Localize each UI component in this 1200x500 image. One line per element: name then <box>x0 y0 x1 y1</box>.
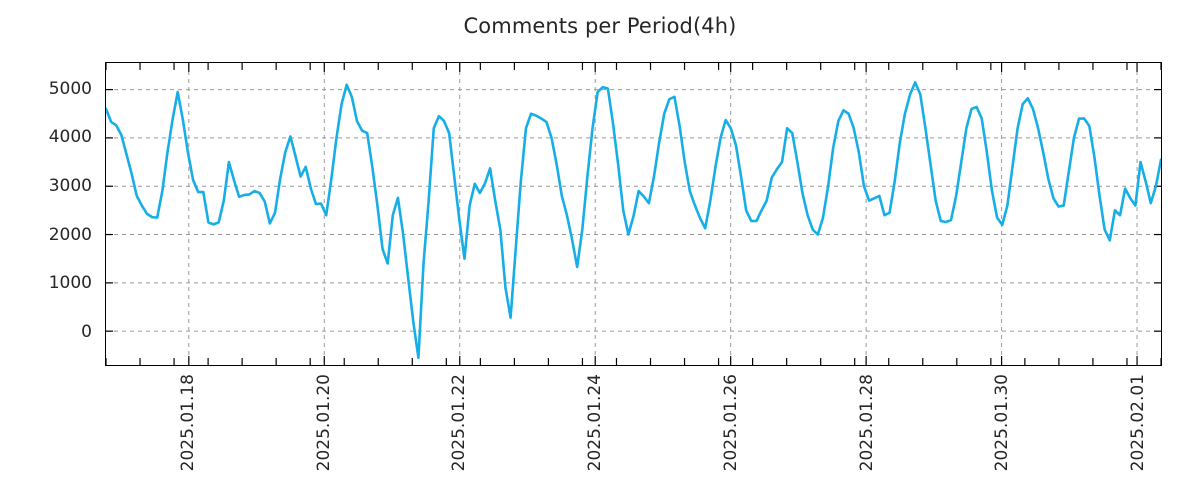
x-tick-label: 2025.01.18 <box>177 374 198 472</box>
y-tick-label: 5000 <box>48 78 92 99</box>
line-chart-svg <box>106 63 1161 365</box>
x-tick-label: 2025.01.26 <box>720 374 741 472</box>
x-tick-label: 2025.02.01 <box>1128 374 1148 472</box>
y-tick-label: 4000 <box>48 127 92 148</box>
x-axis-tick-labels: 2025.01.18 2025.01.20 2025.01.22 2025.01.24… <box>105 370 1162 498</box>
data-series-line <box>106 82 1161 357</box>
y-tick-label: 3000 <box>48 176 92 197</box>
x-tick-label: 2025.01.20 <box>313 374 334 472</box>
x-tick-label: 2025.01.28 <box>856 374 877 472</box>
axis-ticks <box>106 63 1161 365</box>
x-tick-label: 2025.01.24 <box>585 374 606 472</box>
x-tick-label: 2025.01.22 <box>449 374 470 472</box>
y-axis-tick-labels: 0 1000 2000 3000 4000 5000 <box>0 62 92 366</box>
plot-area <box>105 62 1162 366</box>
chart-title: Comments per Period(4h) <box>463 14 737 38</box>
y-tick-label: 0 <box>81 321 92 342</box>
y-tick-label: 1000 <box>48 273 92 294</box>
x-tick-label: 2025.01.30 <box>992 374 1013 472</box>
y-tick-label: 2000 <box>48 224 92 245</box>
